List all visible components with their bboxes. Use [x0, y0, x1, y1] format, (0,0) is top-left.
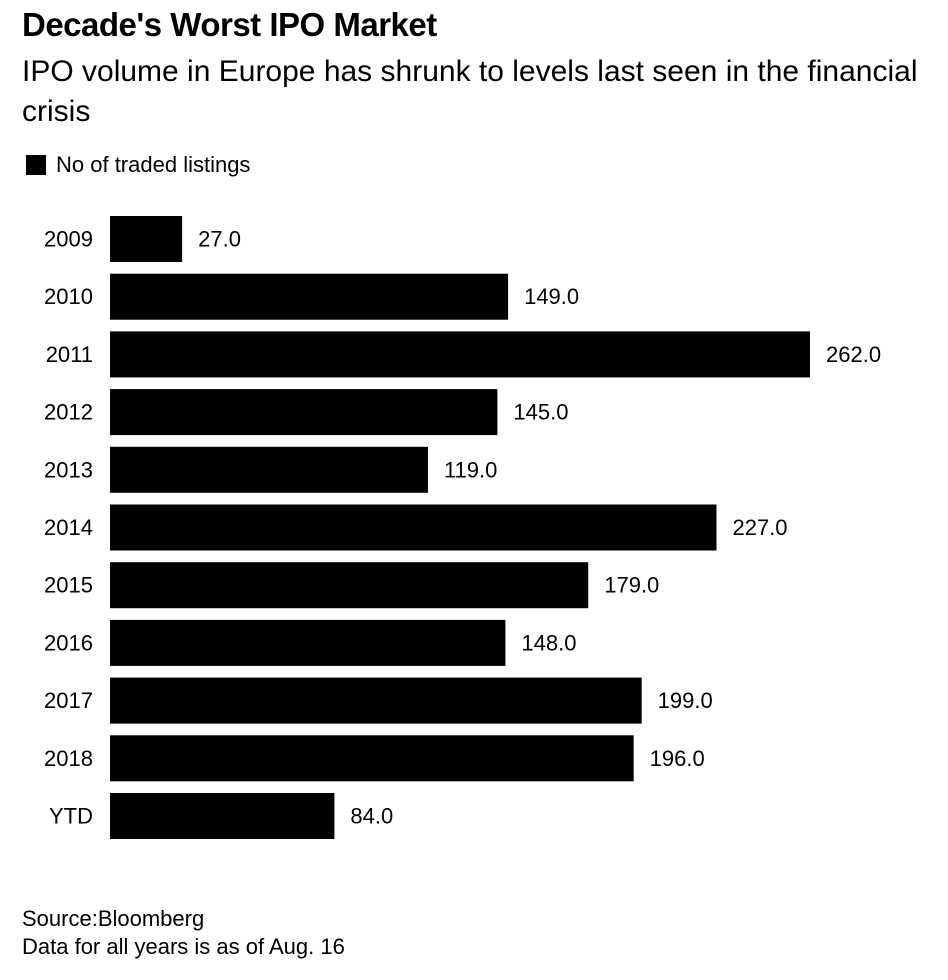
value-label: 227.0: [732, 515, 787, 540]
bar: [110, 446, 428, 493]
chart-subtitle: IPO volume in Europe has shrunk to level…: [22, 55, 918, 128]
value-label: 27.0: [198, 227, 241, 252]
bar: [110, 504, 717, 551]
category-label: 2017: [44, 688, 93, 713]
bar: [110, 216, 183, 262]
value-label: 199.0: [658, 688, 713, 713]
category-label: YTD: [49, 804, 93, 829]
value-label: 145.0: [513, 400, 568, 425]
bar: [110, 331, 810, 378]
bar: [110, 273, 509, 320]
category-label: 2009: [44, 227, 93, 252]
legend-swatch: [26, 155, 46, 175]
category-label: 2016: [44, 630, 93, 655]
category-label: 2015: [44, 573, 93, 598]
bar: [110, 793, 335, 839]
bar: [110, 677, 642, 724]
category-label: 2014: [44, 515, 93, 540]
bar: [110, 735, 634, 782]
data-note-line: Data for all years is as of Aug. 16: [22, 934, 345, 959]
legend: No of traded listings: [26, 152, 251, 177]
bar: [110, 562, 589, 609]
value-label: 148.0: [521, 630, 576, 655]
source-note: Source:Bloomberg Data for all years is a…: [22, 905, 345, 961]
category-label: 2011: [46, 342, 93, 367]
bar-chart: 2009 27.0 2010 149.0 2011 262.0 2012 145.0 2013 1…: [44, 216, 881, 839]
value-label: 179.0: [604, 573, 659, 598]
bar: [110, 619, 506, 666]
value-label: 262.0: [826, 342, 881, 367]
value-label: 196.0: [650, 746, 705, 771]
legend-label: No of traded listings: [56, 152, 251, 177]
category-label: 2010: [44, 284, 93, 309]
value-label: 119.0: [444, 457, 497, 482]
bar: [110, 389, 498, 436]
value-label: 84.0: [350, 804, 393, 829]
category-label: 2018: [44, 746, 93, 771]
chart-title: Decade's Worst IPO Market: [22, 6, 437, 43]
category-label: 2013: [44, 457, 93, 482]
source-line: Source:Bloomberg: [22, 906, 205, 931]
value-label: 149.0: [524, 284, 579, 309]
category-label: 2012: [44, 400, 93, 425]
